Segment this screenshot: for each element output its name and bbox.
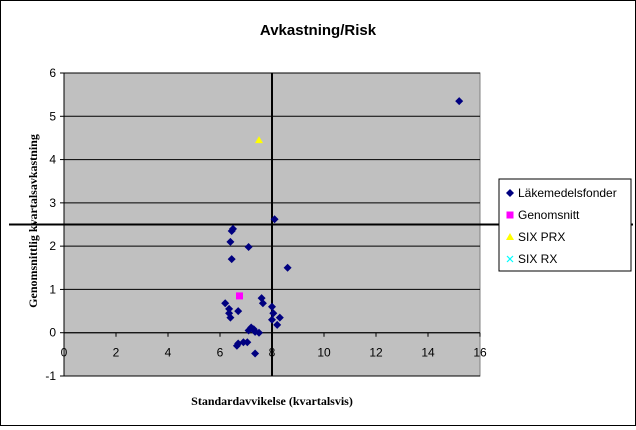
x-tick-label: 0 — [61, 346, 68, 360]
data-point — [244, 326, 253, 335]
legend-label: SIX RX — [518, 252, 557, 266]
x-tick-label: 8 — [269, 346, 276, 360]
legend-box — [498, 178, 632, 272]
data-point — [226, 313, 235, 322]
x-axis-ticks: 0 2 4 6 8 10 12 14 16 — [61, 332, 487, 360]
data-point — [221, 299, 230, 308]
legend: Läkemedelsfonder Genomsnitt SIX PRX SIX RX — [498, 178, 632, 272]
data-point — [232, 341, 241, 350]
data-point — [255, 136, 263, 144]
y-axis-label: Genomsnittlig kvartalsavkastning — [26, 134, 40, 308]
legend-marker — [506, 255, 514, 263]
data-point — [244, 243, 253, 252]
data-point — [268, 315, 276, 324]
x-tick-label: 10 — [317, 346, 331, 360]
y-tick-label: 4 — [49, 153, 56, 167]
y-tick-label: 3 — [49, 196, 56, 210]
data-point — [275, 313, 284, 322]
data-point — [234, 307, 243, 316]
data-point — [270, 215, 279, 224]
data-point — [227, 255, 236, 264]
data-point — [243, 338, 252, 347]
legend-label: Läkemedelsfonder — [518, 186, 617, 200]
data-point — [268, 302, 276, 311]
y-tick-label: 0 — [49, 326, 56, 340]
x-tick-label: 12 — [369, 346, 383, 360]
data-point — [269, 309, 278, 318]
y-tick-label: 1 — [49, 282, 56, 296]
data-point — [225, 304, 234, 313]
legend-label: SIX PRX — [518, 230, 565, 244]
data-point — [251, 349, 260, 358]
data-point — [258, 299, 267, 308]
data-points — [221, 97, 464, 358]
data-point — [455, 97, 464, 106]
legend-marker — [506, 233, 514, 240]
x-axis-label: Standardavvikelse (kvartalsvis) — [191, 394, 353, 408]
chart-title: Avkastning/Risk — [260, 22, 377, 39]
data-point — [227, 226, 236, 235]
data-point — [236, 292, 243, 300]
y-tick-label: -1 — [45, 369, 56, 383]
data-point — [226, 237, 235, 246]
x-tick-label: 16 — [473, 346, 487, 360]
x-tick-label: 2 — [113, 346, 120, 360]
legend-marker — [506, 211, 514, 219]
x-tick-label: 4 — [165, 346, 172, 360]
y-tick-label: 6 — [49, 66, 56, 80]
y-axis-ticks: -1 0 1 2 3 4 5 6 — [45, 66, 64, 383]
y-tick-label: 2 — [49, 239, 56, 253]
data-point — [283, 263, 292, 272]
x-tick-label: 6 — [217, 346, 224, 360]
y-tick-label: 5 — [49, 109, 56, 123]
data-point — [255, 328, 263, 337]
legend-marker — [506, 189, 514, 197]
x-tick-label: 14 — [421, 346, 435, 360]
legend-label: Genomsnitt — [518, 208, 580, 222]
data-point — [273, 320, 282, 329]
